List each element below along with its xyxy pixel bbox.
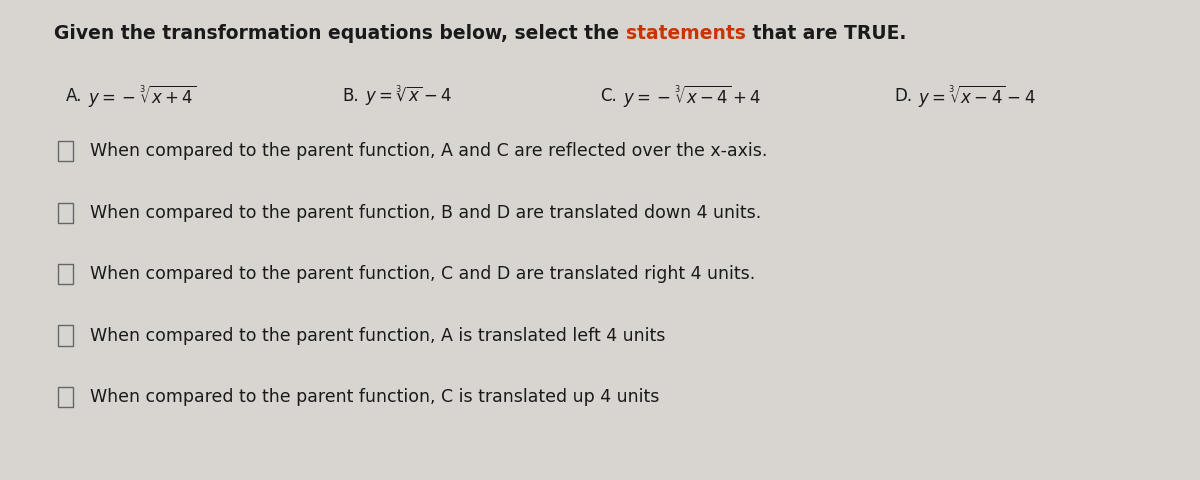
Text: When compared to the parent function, B and D are translated down 4 units.: When compared to the parent function, B … (90, 204, 761, 222)
Bar (58, 387, 73, 407)
Text: Given the transformation equations below, select the: Given the transformation equations below… (54, 24, 625, 43)
Bar (58, 264, 73, 284)
Text: When compared to the parent function, C and D are translated right 4 units.: When compared to the parent function, C … (90, 265, 755, 283)
Bar (58, 203, 73, 223)
Text: $y = -\sqrt[3]{x+4}$: $y = -\sqrt[3]{x+4}$ (89, 83, 197, 109)
Bar (58, 141, 73, 161)
Text: $y = -\sqrt[3]{x-4}+4$: $y = -\sqrt[3]{x-4}+4$ (623, 83, 761, 109)
Text: When compared to the parent function, A and C are reflected over the x-axis.: When compared to the parent function, A … (90, 142, 767, 160)
Text: B.: B. (342, 87, 359, 105)
Text: $y = \sqrt[3]{x-4} - 4$: $y = \sqrt[3]{x-4} - 4$ (918, 83, 1036, 109)
Text: A.: A. (66, 87, 83, 105)
Text: When compared to the parent function, A is translated left 4 units: When compared to the parent function, A … (90, 326, 665, 345)
Text: statements: statements (625, 24, 745, 43)
Text: C.: C. (600, 87, 617, 105)
Bar (58, 325, 73, 346)
Text: When compared to the parent function, C is translated up 4 units: When compared to the parent function, C … (90, 388, 659, 406)
Text: that are TRUE.: that are TRUE. (745, 24, 906, 43)
Text: $y = \sqrt[3]{x} - 4$: $y = \sqrt[3]{x} - 4$ (365, 84, 451, 108)
Text: D.: D. (894, 87, 912, 105)
